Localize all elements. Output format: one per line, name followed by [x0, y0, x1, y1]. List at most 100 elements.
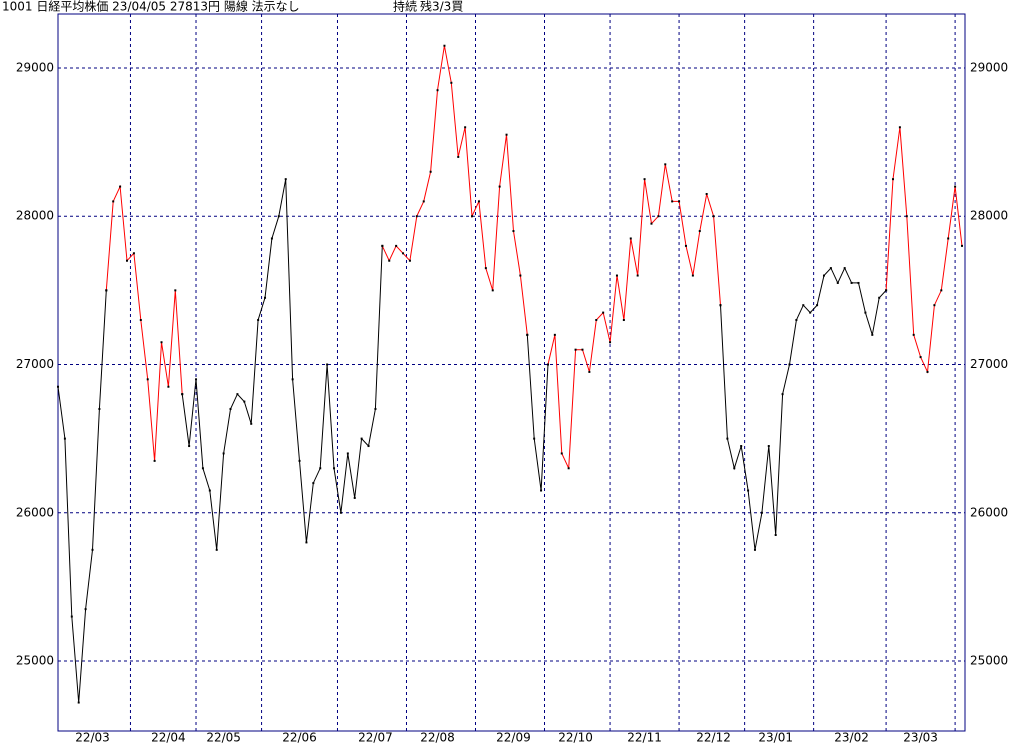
price-dot: [333, 467, 336, 470]
price-dot: [429, 170, 432, 173]
price-dot: [747, 489, 750, 492]
price-dot: [629, 237, 632, 240]
price-dot: [664, 163, 667, 166]
price-dot: [270, 237, 273, 240]
price-dot: [912, 333, 915, 336]
price-dot: [257, 319, 260, 322]
y-tick-label-right: 28000: [970, 209, 1008, 223]
price-dot: [298, 459, 301, 462]
price-dot: [843, 267, 846, 270]
price-dot: [236, 393, 239, 396]
price-dot: [374, 407, 377, 410]
y-tick-label-right: 27000: [970, 357, 1008, 371]
price-dot: [402, 252, 405, 255]
price-dot: [615, 274, 618, 277]
price-dot: [57, 385, 59, 388]
price-dot: [940, 289, 943, 292]
price-dot: [636, 274, 639, 277]
price-line: [105, 45, 963, 469]
price-dot: [146, 378, 149, 381]
y-tick-label: 29000: [16, 60, 54, 74]
price-dot: [119, 185, 122, 188]
price-dot: [471, 215, 474, 218]
price-dot: [898, 126, 901, 129]
price-dot: [457, 155, 460, 158]
price-dot: [326, 363, 329, 366]
price-dot: [760, 511, 763, 514]
price-dot: [105, 289, 108, 292]
price-dot: [829, 267, 832, 270]
price-dot: [864, 311, 867, 314]
price-dot: [360, 437, 363, 440]
price-dot: [595, 319, 598, 322]
status-text: 持続: [393, 0, 417, 14]
price-dot: [132, 252, 135, 255]
price-dot: [181, 393, 184, 396]
plot-frame: [57, 13, 966, 732]
price-dot: [98, 407, 101, 410]
x-tick-label: 22/03: [75, 731, 110, 745]
price-dot: [719, 304, 722, 307]
price-dot: [208, 489, 211, 492]
price-dot: [836, 281, 839, 284]
y-tick-label-right: 26000: [970, 505, 1008, 519]
price-dot: [229, 407, 232, 410]
price-dot: [305, 541, 308, 544]
price-dot: [781, 393, 784, 396]
position-text: 残3/3買: [420, 0, 463, 14]
x-tick-label: 23/03: [903, 731, 938, 745]
price-dot: [933, 304, 936, 307]
price-dot: [264, 296, 267, 299]
y-tick-label-right: 29000: [970, 60, 1008, 74]
price-dot: [609, 341, 612, 344]
price-dot: [415, 215, 418, 218]
y-tick-label: 25000: [16, 654, 54, 668]
price-dot: [947, 237, 950, 240]
price-dot: [450, 81, 453, 84]
price-dot: [802, 304, 805, 307]
price-dot: [388, 259, 391, 262]
price-dot: [195, 378, 198, 381]
price-dot: [222, 452, 225, 455]
y-tick-label: 27000: [16, 357, 54, 371]
price-dot: [567, 467, 570, 470]
price-dot: [602, 311, 605, 314]
price-dot: [822, 274, 825, 277]
price-dot: [581, 348, 584, 351]
price-dot: [546, 363, 549, 366]
price-dot: [712, 215, 715, 218]
price-dot: [767, 445, 770, 448]
y-tick-label: 26000: [16, 505, 54, 519]
price-dot: [643, 178, 646, 181]
price-dot: [726, 437, 729, 440]
price-dot: [850, 281, 853, 284]
price-dot: [705, 192, 708, 195]
price-dot: [63, 437, 66, 440]
price-dot: [319, 467, 322, 470]
price-dot: [526, 333, 529, 336]
price-dot: [284, 178, 287, 181]
price-dot: [484, 267, 487, 270]
price-dot: [891, 178, 894, 181]
price-dot: [512, 230, 515, 233]
price-dot: [443, 44, 446, 47]
price-dot: [871, 333, 874, 336]
price-dot: [477, 200, 480, 203]
price-dot: [788, 363, 791, 366]
price-dot: [126, 259, 129, 262]
price-dot: [774, 533, 777, 536]
y-tick-label-right: 25000: [970, 654, 1008, 668]
chart-title: 1001 日経平均株価 23/04/05 27813円 陽線 法示なし: [2, 0, 300, 14]
x-tick-label: 23/02: [834, 731, 869, 745]
price-dot: [312, 482, 315, 485]
price-dot: [277, 215, 280, 218]
price-dot: [153, 459, 156, 462]
y-tick-label: 28000: [16, 209, 54, 223]
price-dot: [395, 244, 398, 247]
price-dot: [353, 496, 356, 499]
price-dot: [408, 259, 411, 262]
price-dot: [678, 200, 681, 203]
price-dot: [553, 333, 556, 336]
